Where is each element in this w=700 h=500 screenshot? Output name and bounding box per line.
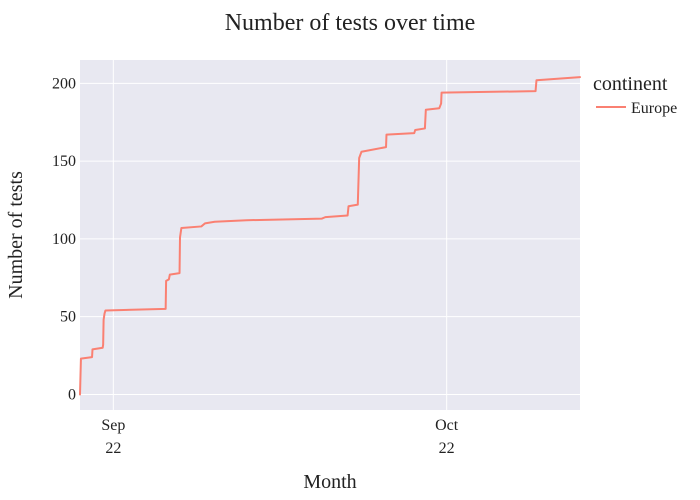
chart-title: Number of tests over time [225, 10, 476, 36]
y-axis-title: Number of tests [5, 171, 27, 299]
x-tick-label-1-month: Oct [435, 417, 459, 434]
y-tick-label-50: 50 [60, 309, 76, 326]
legend: continent Europe [593, 73, 677, 117]
x-axis-title: Month [303, 471, 356, 493]
y-tick-label-200: 200 [52, 75, 76, 92]
y-tick-label-150: 150 [52, 153, 76, 170]
y-tick-label-100: 100 [52, 231, 76, 248]
y-tick-label-0: 0 [68, 386, 76, 403]
tick-labels: 0 50 100 150 200 Sep 22 Oct 22 [52, 75, 459, 457]
x-tick-label-1-year: 22 [439, 440, 455, 457]
x-tick-label-0-year: 22 [105, 440, 121, 457]
series-layer [79, 76, 581, 396]
plot-background [80, 60, 580, 410]
gridlines [80, 60, 580, 410]
legend-label-europe: Europe [631, 100, 677, 117]
legend-title: continent [593, 73, 668, 95]
series-line-europe [79, 76, 581, 396]
x-tick-label-0-month: Sep [101, 417, 125, 434]
